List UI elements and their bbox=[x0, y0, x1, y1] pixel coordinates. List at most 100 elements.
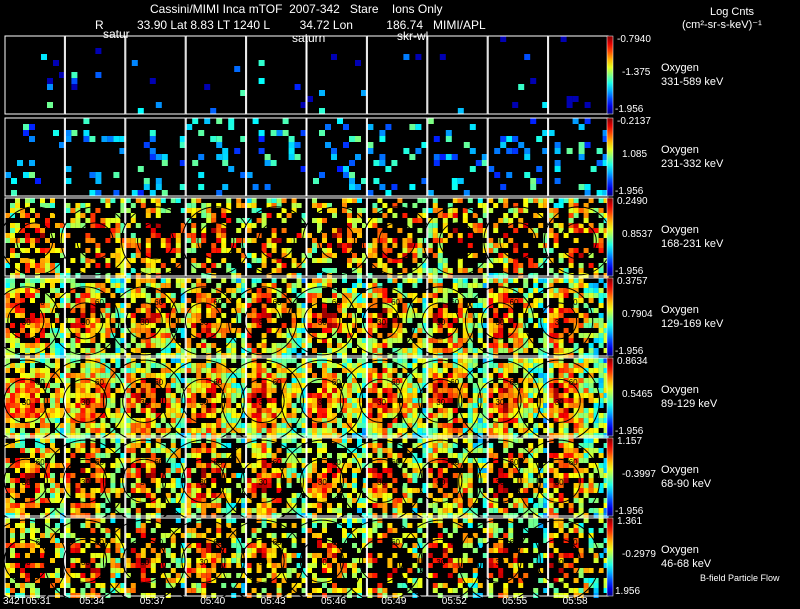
heatmap-cell bbox=[125, 428, 131, 433]
contour-label: 60 bbox=[95, 458, 104, 467]
heatmap-cell bbox=[130, 503, 136, 508]
heatmap-cell bbox=[50, 498, 55, 503]
heatmap-cell bbox=[10, 443, 15, 448]
heatmap-cell bbox=[412, 413, 418, 418]
heatmap-cell bbox=[201, 238, 207, 243]
heatmap-cell bbox=[503, 413, 509, 418]
contour-line bbox=[303, 302, 341, 340]
heatmap-cell bbox=[5, 503, 10, 508]
heatmap-cell bbox=[402, 408, 408, 413]
heatmap-cell bbox=[322, 363, 327, 368]
heatmap-cell bbox=[523, 378, 529, 383]
heatmap-cell bbox=[105, 408, 111, 413]
heatmap-cell bbox=[457, 278, 463, 283]
heatmap-cell bbox=[211, 498, 217, 503]
heatmap-cell bbox=[150, 398, 156, 403]
heatmap-cell bbox=[357, 268, 362, 273]
heatmap-cell bbox=[367, 443, 373, 448]
heatmap-cell bbox=[196, 508, 202, 513]
heatmap-cell bbox=[442, 448, 448, 453]
heatmap-cell bbox=[367, 323, 373, 328]
heatmap-cell bbox=[271, 363, 277, 368]
heatmap-cell bbox=[266, 443, 272, 448]
heatmap-cell bbox=[422, 303, 428, 308]
heatmap-cell bbox=[387, 278, 393, 283]
heatmap-cell bbox=[25, 263, 30, 268]
heatmap-cell bbox=[175, 398, 181, 403]
heatmap-cell bbox=[80, 213, 86, 218]
heatmap-cell bbox=[573, 413, 579, 418]
heatmap-cell bbox=[271, 408, 277, 413]
heatmap-cell bbox=[155, 303, 161, 308]
heatmap-cell bbox=[372, 403, 378, 408]
heatmap-cell bbox=[432, 423, 438, 428]
heatmap-cell bbox=[191, 428, 197, 433]
heatmap-cell bbox=[135, 223, 141, 228]
heatmap-cell bbox=[457, 298, 463, 303]
heatmap-cell bbox=[186, 323, 192, 328]
heatmap-cell bbox=[573, 368, 579, 373]
heatmap-cell bbox=[566, 96, 573, 102]
heatmap-cell bbox=[256, 388, 262, 393]
heatmap-cell bbox=[402, 493, 408, 498]
heatmap-cell bbox=[231, 423, 237, 428]
heatmap-cell bbox=[266, 348, 272, 353]
heatmap-cell bbox=[30, 398, 35, 403]
heatmap-cell bbox=[70, 258, 76, 263]
heatmap-cell bbox=[15, 423, 20, 428]
heatmap-cell bbox=[342, 438, 347, 443]
heatmap-cell bbox=[518, 313, 524, 318]
heatmap-cell bbox=[513, 423, 519, 428]
heatmap-cell bbox=[251, 283, 257, 288]
heatmap-cell bbox=[472, 393, 478, 398]
heatmap-cell bbox=[337, 443, 342, 448]
heatmap-cell bbox=[301, 398, 307, 403]
heatmap-cell bbox=[165, 468, 171, 473]
heatmap-cell bbox=[548, 408, 554, 413]
heatmap-cell bbox=[201, 413, 207, 418]
heatmap-cell bbox=[165, 333, 171, 338]
heatmap-cell bbox=[307, 403, 312, 408]
heatmap-cell bbox=[221, 453, 227, 458]
heatmap-cell bbox=[437, 388, 443, 393]
heatmap-cell bbox=[155, 268, 161, 273]
heatmap-cell bbox=[493, 403, 499, 408]
heatmap-cell bbox=[40, 318, 45, 323]
heatmap-cell bbox=[5, 478, 10, 483]
heatmap-cell bbox=[488, 258, 494, 263]
heatmap-cell bbox=[352, 293, 357, 298]
heatmap-cell bbox=[583, 248, 589, 253]
heatmap-cell bbox=[332, 438, 337, 443]
heatmap-cell bbox=[568, 308, 574, 313]
heatmap-cell bbox=[412, 343, 418, 348]
heatmap-cell bbox=[337, 393, 342, 398]
heatmap-cell bbox=[241, 373, 247, 378]
heatmap-cell bbox=[327, 298, 332, 303]
heatmap-cell bbox=[40, 203, 45, 208]
heatmap-cell bbox=[467, 318, 473, 323]
heatmap-cell bbox=[477, 383, 483, 388]
heatmap-cell bbox=[246, 373, 252, 378]
heatmap-cell bbox=[276, 293, 282, 298]
heatmap-cell bbox=[165, 323, 171, 328]
heatmap-cell bbox=[155, 223, 161, 228]
heatmap-cell bbox=[442, 388, 448, 393]
heatmap-cell bbox=[568, 198, 574, 203]
heatmap-cell bbox=[175, 418, 181, 423]
contour-line bbox=[228, 286, 298, 356]
heatmap-cell bbox=[211, 378, 217, 383]
heatmap-cell bbox=[175, 383, 181, 388]
heatmap-cell bbox=[170, 368, 176, 373]
heatmap-cell bbox=[598, 313, 604, 318]
contour-line bbox=[168, 286, 238, 356]
heatmap-cell bbox=[210, 108, 217, 114]
heatmap-cell bbox=[312, 403, 317, 408]
heatmap-cell bbox=[125, 208, 131, 213]
heatmap-cell bbox=[266, 388, 272, 393]
heatmap-cell bbox=[222, 184, 229, 190]
heatmap-cell bbox=[45, 363, 50, 368]
heatmap-cell bbox=[140, 388, 146, 393]
heatmap-cell bbox=[211, 493, 217, 498]
heatmap-cell bbox=[457, 178, 464, 184]
heatmap-cell bbox=[196, 403, 202, 408]
